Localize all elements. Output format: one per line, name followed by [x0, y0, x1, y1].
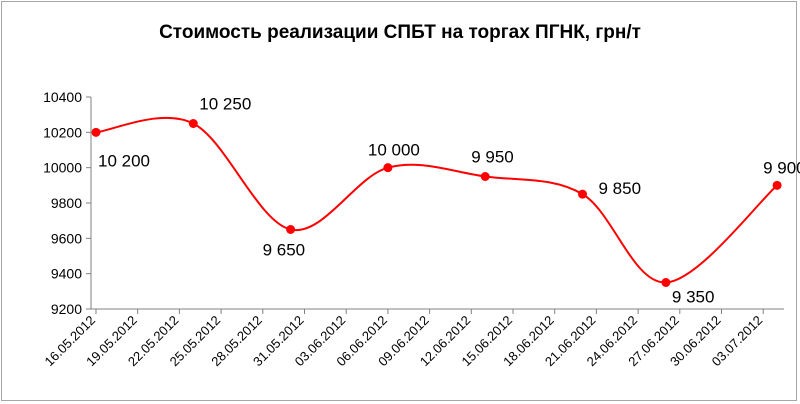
data-point	[91, 127, 101, 137]
x-tick-labels: 16.05.201219.05.201222.05.201225.05.2012…	[41, 313, 765, 370]
data-point	[661, 278, 671, 287]
data-label: 9 650	[263, 241, 306, 260]
data-label: 10 000	[368, 141, 420, 160]
data-point	[286, 225, 296, 234]
y-tick-label: 9800	[51, 195, 82, 211]
data-label: 9 900	[763, 158, 800, 177]
data-labels: 10 200 10 250 9 650 10 000 9 950 9 850 9 350 9 …	[98, 95, 800, 307]
data-point	[188, 119, 198, 128]
y-tick-label: 10400	[43, 89, 82, 105]
data-point	[772, 180, 782, 190]
y-tick-label: 10000	[43, 160, 82, 176]
series-line	[95, 116, 778, 284]
y-tick-label: 9200	[51, 301, 82, 317]
data-label: 9 350	[672, 288, 715, 307]
y-tick-labels: 9200 9400 9600 9800 10000 10200 10400	[43, 89, 82, 317]
data-label: 9 950	[471, 148, 514, 167]
data-point	[480, 172, 490, 181]
y-tick-label: 9600	[51, 230, 82, 246]
data-label: 10 200	[98, 151, 150, 170]
y-tick-label: 10200	[43, 124, 82, 140]
data-point	[383, 163, 393, 173]
y-tick-label: 9400	[51, 266, 82, 282]
chart-title: Стоимость реализации СПБТ на торгах ПГНК…	[159, 22, 641, 43]
data-label: 10 250	[199, 95, 251, 114]
data-markers	[91, 119, 782, 287]
data-label: 9 850	[599, 179, 642, 198]
data-point	[578, 189, 587, 199]
axes	[86, 96, 784, 314]
